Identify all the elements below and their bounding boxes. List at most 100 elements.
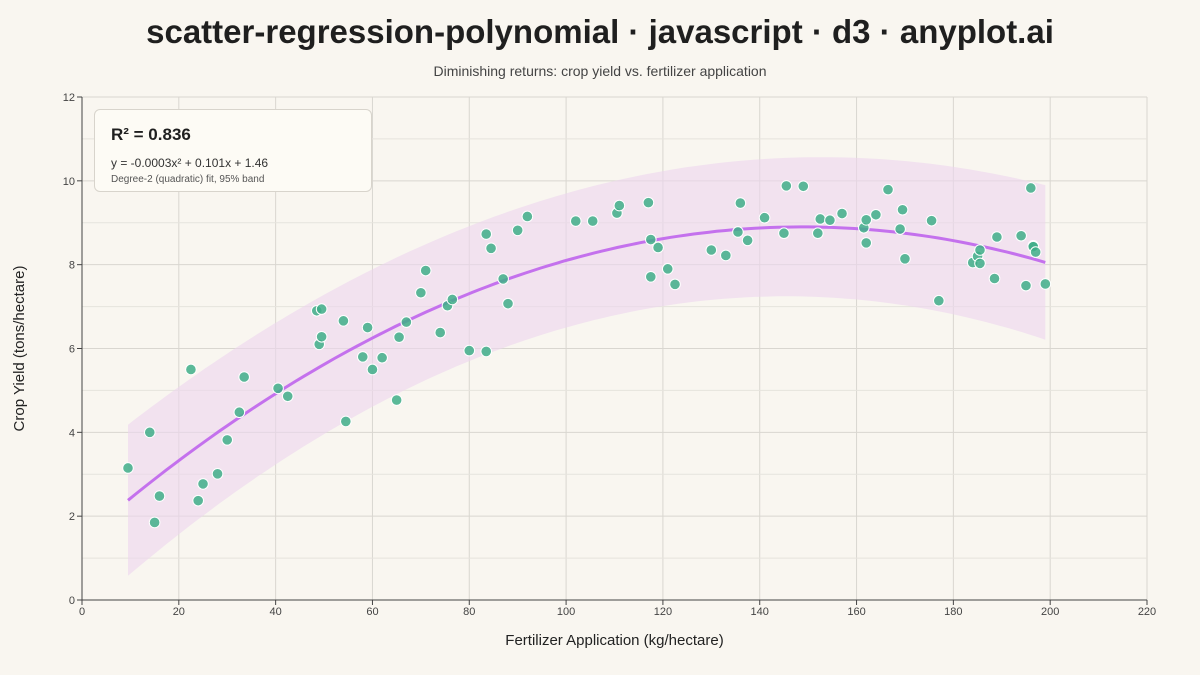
x-tick-label: 180 — [944, 606, 962, 618]
data-point — [238, 371, 250, 383]
r-squared-value: R² = 0.836 — [111, 125, 191, 144]
data-point — [185, 363, 197, 376]
data-point — [645, 233, 657, 246]
data-point — [337, 315, 350, 327]
data-point — [1039, 278, 1052, 290]
x-tick-label: 80 — [463, 606, 475, 618]
fit-description: Degree-2 (quadratic) fit, 95% band — [111, 174, 265, 185]
data-point — [143, 426, 156, 439]
data-point — [569, 215, 582, 227]
data-point — [446, 293, 459, 306]
x-tick-label: 160 — [847, 606, 865, 618]
data-point — [281, 390, 294, 403]
y-tick-label: 4 — [69, 427, 75, 439]
data-point — [340, 415, 352, 428]
data-point — [613, 199, 626, 212]
data-point — [882, 183, 894, 196]
data-point — [148, 516, 161, 529]
data-point — [933, 294, 945, 307]
stats-box: R² = 0.836 y = -0.0003x² + 0.101x + 1.46… — [94, 109, 372, 192]
data-point — [836, 207, 848, 220]
data-point — [434, 326, 447, 339]
data-point — [860, 214, 873, 226]
data-point — [400, 316, 413, 328]
y-tick-label: 8 — [69, 260, 75, 272]
data-point — [988, 272, 1001, 285]
data-point — [366, 363, 379, 376]
data-point — [497, 273, 509, 285]
regression-equation: y = -0.0003x² + 0.101x + 1.46 — [111, 156, 269, 170]
data-points — [122, 180, 1052, 529]
chart-subtitle: Diminishing returns: crop yield vs. fert… — [433, 63, 767, 79]
data-point — [415, 286, 427, 299]
data-point — [315, 303, 328, 315]
data-point — [1025, 182, 1037, 194]
x-tick-label: 60 — [366, 606, 378, 618]
data-point — [778, 227, 790, 240]
y-tick-label: 10 — [63, 176, 75, 188]
data-point — [272, 382, 284, 395]
data-point — [511, 224, 524, 237]
data-point — [642, 196, 655, 209]
data-point — [376, 351, 388, 364]
data-point — [122, 462, 134, 474]
data-point — [356, 351, 369, 363]
x-tick-label: 0 — [79, 606, 85, 618]
data-point — [896, 203, 909, 216]
data-point — [586, 215, 599, 227]
x-tick-label: 100 — [557, 606, 575, 618]
data-point — [870, 208, 882, 221]
data-point — [393, 331, 405, 343]
data-point — [1015, 229, 1027, 242]
data-point — [758, 211, 771, 224]
data-point — [797, 180, 810, 193]
data-point — [502, 297, 514, 310]
axes: 0 20 40 60 80 100 120 140 160 180 200 220 0 2 4 6 8 10 12 — [63, 92, 1156, 618]
data-point — [812, 227, 824, 240]
data-point — [899, 252, 911, 265]
data-point — [645, 271, 657, 283]
data-point — [419, 264, 432, 277]
data-point — [521, 210, 534, 223]
data-point — [390, 394, 403, 406]
data-point — [153, 490, 166, 502]
data-point — [480, 345, 493, 358]
data-point — [991, 231, 1003, 243]
data-point — [463, 344, 476, 357]
data-point — [1029, 246, 1042, 258]
data-point — [221, 434, 234, 446]
y-tick-label: 2 — [69, 511, 75, 523]
x-tick-label: 200 — [1041, 606, 1059, 618]
data-point — [974, 257, 986, 270]
chart-title: scatter-regression-polynomial · javascri… — [146, 13, 1054, 50]
confidence-band — [128, 157, 1046, 576]
data-point — [734, 197, 747, 209]
x-tick-label: 140 — [751, 606, 769, 618]
data-point — [732, 226, 744, 238]
y-tick-label: 12 — [63, 92, 75, 104]
data-point — [814, 213, 827, 225]
data-point — [661, 263, 674, 275]
data-point — [860, 237, 873, 249]
data-point — [824, 214, 836, 227]
data-point — [705, 244, 718, 256]
data-point — [780, 180, 793, 192]
data-point — [485, 242, 497, 255]
data-point — [480, 228, 493, 240]
data-point — [361, 321, 374, 334]
data-point — [197, 478, 209, 490]
data-point — [669, 278, 681, 291]
x-tick-label: 20 — [173, 606, 185, 618]
data-point — [652, 241, 664, 254]
x-tick-label: 220 — [1138, 606, 1156, 618]
data-point — [720, 249, 732, 262]
data-point — [233, 406, 246, 419]
y-tick-label: 0 — [69, 595, 75, 607]
data-point — [315, 330, 328, 343]
data-point — [192, 494, 204, 507]
y-tick-label: 6 — [69, 344, 75, 356]
y-axis-title: Crop Yield (tons/hectare) — [11, 266, 28, 432]
data-point — [894, 223, 906, 235]
data-point — [1020, 279, 1032, 292]
